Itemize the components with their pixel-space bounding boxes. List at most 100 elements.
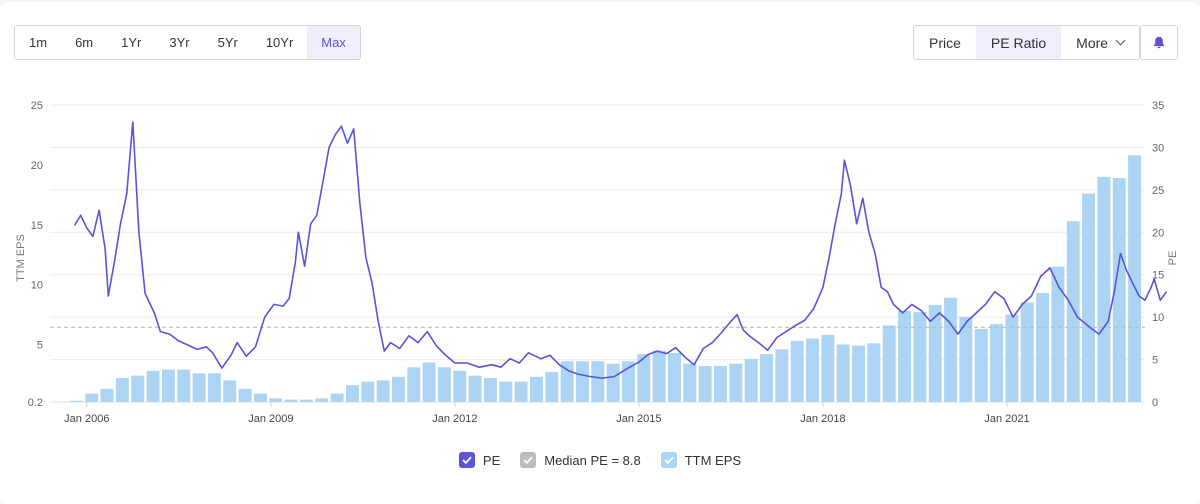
eps-bar (453, 370, 467, 402)
right-tick-label: 30 (1152, 142, 1164, 154)
right-tick-label: 25 (1152, 185, 1164, 197)
eps-bar (299, 399, 313, 402)
legend-pe[interactable]: PE (458, 448, 501, 472)
eps-bar (484, 378, 497, 402)
eps-bar (760, 354, 773, 402)
eps-bar (882, 325, 896, 402)
more-dropdown-button[interactable]: More (1061, 26, 1139, 59)
eps-bar (499, 381, 513, 402)
left-tick-label: 20 (31, 160, 43, 172)
eps-bar (729, 363, 743, 402)
eps-bar (606, 363, 620, 402)
bell-icon (1153, 36, 1165, 49)
eps-bar (806, 338, 819, 402)
checkmark-icon (523, 456, 533, 464)
x-tick-label: Jan 2009 (248, 413, 293, 425)
eps-bar (744, 358, 758, 402)
range-button-max[interactable]: Max (307, 26, 360, 59)
pe-line (73, 121, 1168, 380)
pe-checkbox[interactable] (458, 452, 475, 468)
eps-bar (1128, 155, 1142, 402)
eps-bar (714, 366, 727, 402)
range-button-1m[interactable]: 1m (29, 35, 48, 50)
eps-bar (146, 370, 160, 402)
median-checkbox[interactable] (520, 452, 537, 468)
eps-bar (1051, 266, 1065, 402)
right-tick-label: 35 (1152, 100, 1164, 112)
eps-checkbox[interactable] (660, 452, 677, 468)
legend-median[interactable]: Median PE = 8.8 (520, 448, 641, 472)
eps-bar (990, 324, 1003, 402)
range-button-3yr[interactable]: 3Yr (169, 35, 190, 50)
eps-bar (668, 352, 681, 402)
eps-bar (438, 367, 451, 402)
x-tick-label: Jan 2015 (616, 413, 661, 425)
eps-bar (790, 340, 804, 402)
eps-bar (514, 381, 528, 402)
eps-bar (161, 369, 175, 402)
eps-bar (867, 343, 881, 402)
eps-bar (115, 378, 129, 402)
eps-bar (422, 362, 436, 402)
eps-bar (698, 366, 712, 402)
eps-bar (545, 372, 559, 402)
eps-bar (69, 400, 83, 402)
checkmark-icon (664, 456, 674, 464)
eps-bar (407, 367, 421, 402)
range-button-10yr[interactable]: 10Yr (265, 35, 294, 50)
alert-button[interactable] (1140, 25, 1178, 60)
eps-bar (1082, 193, 1096, 402)
eps-bar (775, 349, 789, 402)
left-tick-label: 0.2 (28, 397, 43, 409)
eps-bar (622, 361, 635, 402)
eps-bar (576, 361, 589, 402)
legend-eps[interactable]: TTM EPS (660, 448, 742, 472)
right-tick-label: 10 (1152, 312, 1164, 324)
eps-bar (376, 380, 390, 402)
eps-bar (253, 393, 267, 402)
range-button-6m[interactable]: 6m (75, 35, 94, 50)
eps-bar (637, 354, 651, 402)
eps-bar (192, 373, 206, 402)
right-axis-title: PE (1167, 251, 1179, 266)
eps-bar (207, 373, 221, 402)
eps-bar (1020, 302, 1034, 402)
eps-bar (928, 304, 942, 402)
legend-median-label: Median PE = 8.8 (544, 452, 641, 468)
right-tick-label: 15 (1152, 270, 1164, 282)
legend-pe-label: PE (482, 452, 501, 468)
eps-bar (1097, 176, 1111, 402)
eps-bar (591, 361, 605, 402)
eps-bar (85, 393, 99, 402)
eps-bar (177, 369, 191, 402)
chart-legend: PE Median PE = 8.8 TTM EPS (0, 448, 1200, 472)
right-tick-label: 0 (1152, 397, 1158, 409)
left-axis-title: TTM EPS (15, 234, 27, 282)
eps-bar (1036, 293, 1049, 402)
eps-bar (315, 398, 329, 402)
eps-bar (530, 376, 543, 402)
metric-selector: Price PE Ratio More (913, 25, 1141, 60)
eps-bar (959, 316, 973, 402)
price-button[interactable]: Price (929, 34, 961, 51)
eps-bar (345, 385, 359, 402)
eps-bar (974, 328, 988, 402)
range-button-1yr[interactable]: 1Yr (121, 35, 142, 50)
eps-bar (223, 380, 237, 402)
legend-eps-label: TTM EPS (684, 452, 742, 468)
range-button-5yr[interactable]: 5Yr (217, 35, 238, 50)
eps-bar (330, 393, 344, 402)
eps-bar (100, 388, 114, 402)
eps-bar (852, 345, 865, 402)
more-label: More (1076, 34, 1109, 51)
x-tick-label: Jan 2012 (432, 413, 477, 425)
eps-bar (898, 310, 911, 402)
eps-bar (913, 312, 927, 402)
right-tick-label: 20 (1152, 227, 1164, 239)
eps-bar (1066, 221, 1080, 402)
eps-bar (284, 399, 298, 402)
pe-ratio-button[interactable]: PE Ratio (975, 26, 1062, 59)
left-tick-label: 5 (37, 340, 43, 352)
eps-bar (944, 297, 957, 402)
